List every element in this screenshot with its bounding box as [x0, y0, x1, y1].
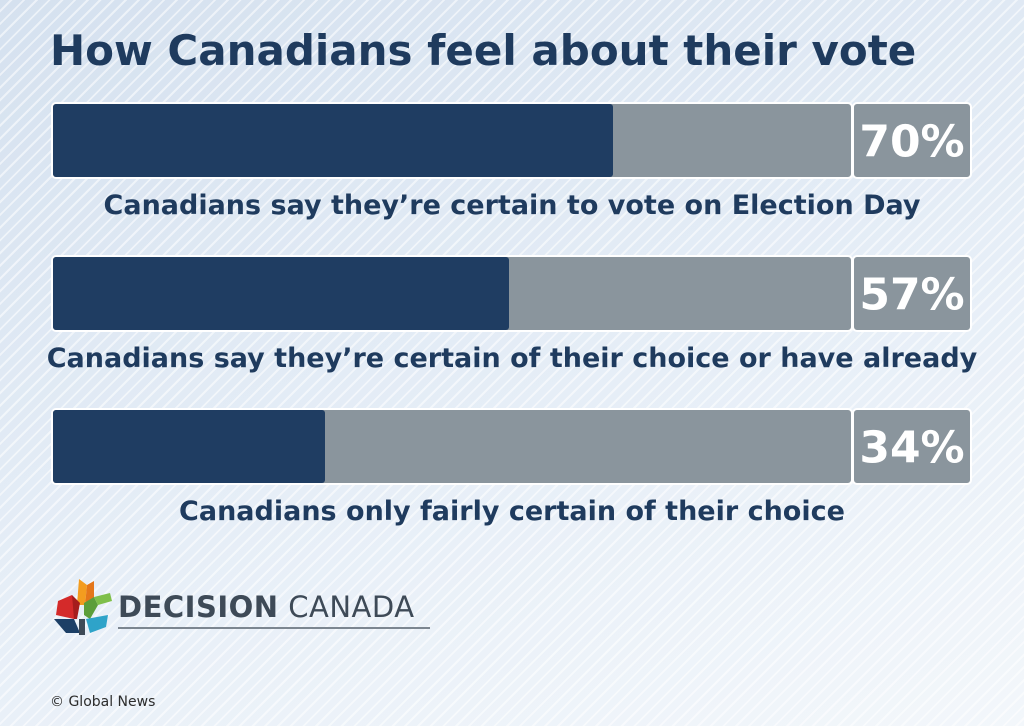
logo-word-canada: CANADA — [278, 590, 415, 624]
bar-fill-1 — [53, 104, 613, 177]
bar-label-3: Canadians only fairly certain of their c… — [179, 496, 845, 527]
value-badge-1 — [852, 102, 972, 179]
bar-fill-3 — [53, 410, 325, 483]
bar-fill-2 — [53, 257, 509, 330]
logo-word-decision: DECISION — [118, 590, 279, 624]
value-label-1: 70% — [859, 117, 964, 168]
bar-label-1: Canadians say they’re certain to vote on… — [103, 190, 921, 221]
value-label-2: 57% — [859, 270, 964, 321]
bar-chart: 70% 57% 34% — [51, 102, 972, 485]
value-badge-2 — [852, 255, 972, 332]
copyright-credit: © Global News — [50, 694, 156, 710]
chart-title: How Canadians feel about their vote — [50, 26, 917, 75]
bar-label-2: Canadians say they’re certain of their c… — [46, 343, 978, 374]
maple-leaf-icon — [54, 579, 112, 635]
logo-underline — [118, 627, 430, 629]
logo-wordmark: DECISION CANADA — [118, 590, 415, 624]
value-label-3: 34% — [859, 423, 964, 474]
value-badge-3 — [852, 408, 972, 485]
